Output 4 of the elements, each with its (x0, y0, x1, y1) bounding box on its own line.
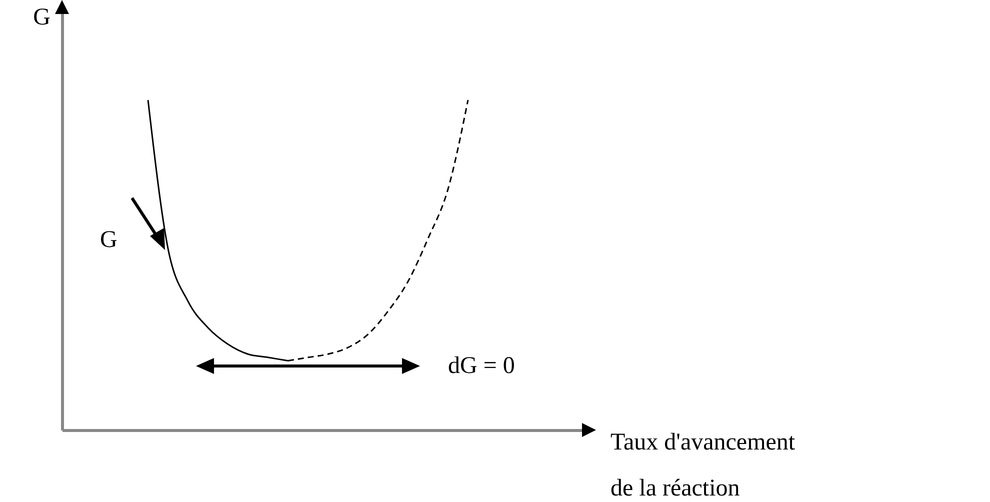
x-axis-title: Taux d'avancement de la réaction (610, 430, 796, 502)
annotation: dG = 0 (448, 353, 515, 379)
annotation: G (100, 227, 118, 253)
y-axis-title: G (33, 4, 50, 30)
